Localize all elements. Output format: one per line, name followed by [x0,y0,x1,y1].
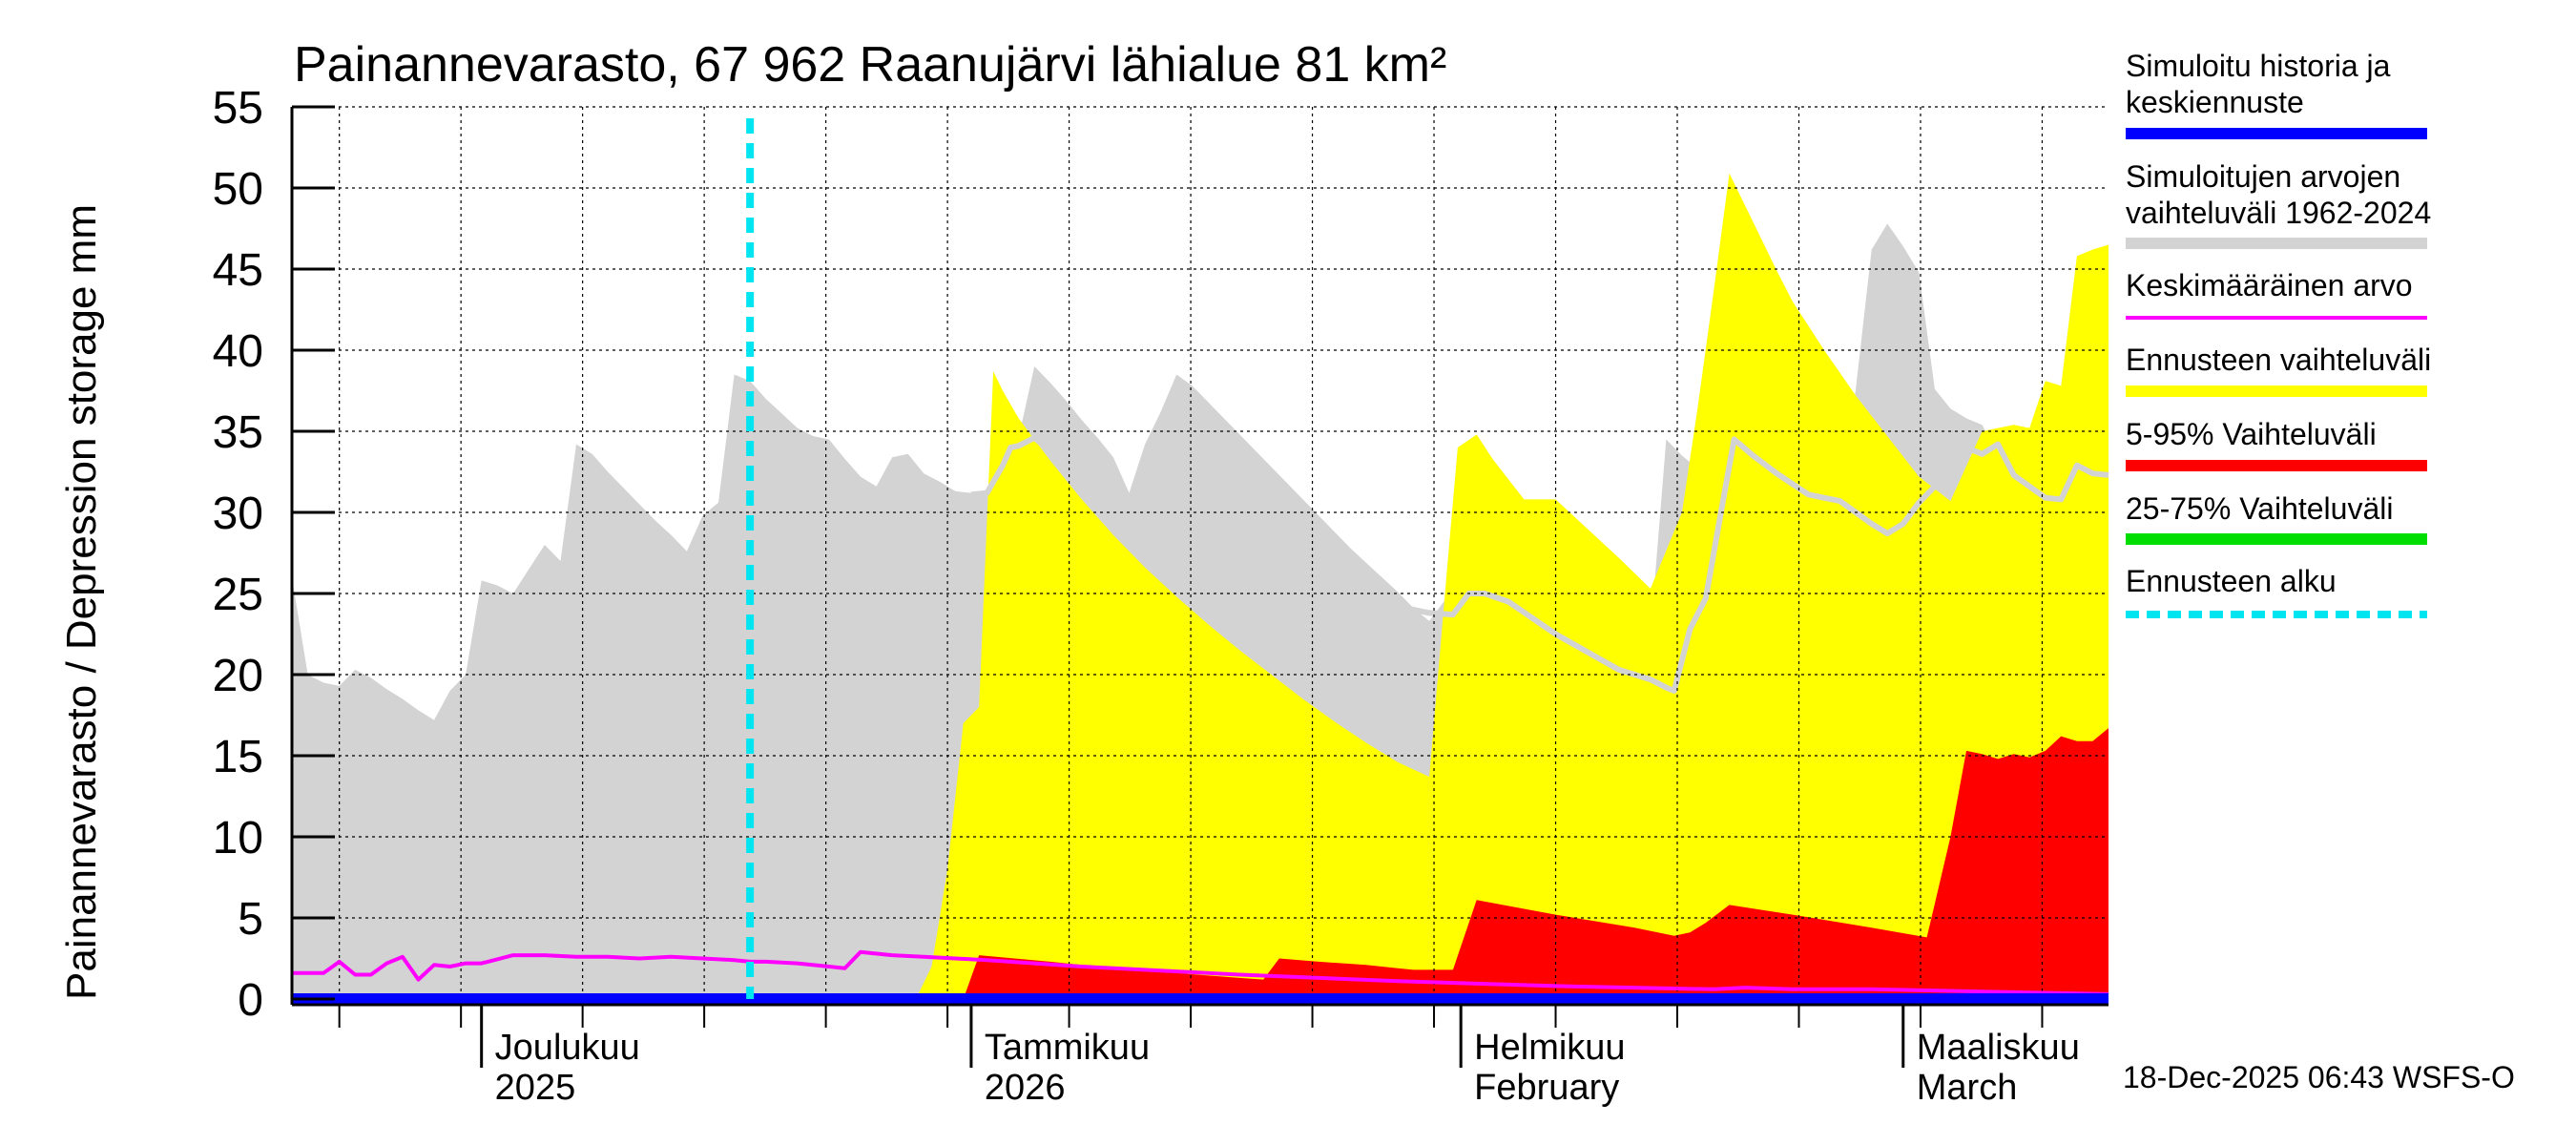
x-year-label: 2026 [985,1068,1066,1108]
y-tick-label: 10 [213,813,263,864]
legend-label: keskiennuste [2126,85,2304,119]
legend: Simuloitu historia jakeskiennusteSimuloi… [2126,49,2431,618]
y-tick-label: 45 [213,245,263,296]
legend-label: 5-95% Vaihteluväli [2126,417,2377,451]
legend-label: Ennusteen vaihteluväli [2126,343,2431,377]
y-tick-label: 40 [213,326,263,377]
plot-area [292,106,2109,1005]
legend-item-p25-75: 25-75% Vaihteluväli [2126,491,2427,545]
y-axis-label: Painannevarasto / Depression storage mm [58,204,105,1000]
y-tick-label: 50 [213,164,263,215]
x-year-label: 2025 [495,1068,576,1108]
legend-item-p5-95: 5-95% Vaihteluväli [2126,417,2427,471]
x-month-label: Joulukuu [495,1028,640,1068]
forecast-median-line [970,434,2109,694]
y-tick-label: 20 [213,651,263,701]
y-tick-label: 55 [213,83,263,134]
gridlines [292,106,2109,999]
y-tick-label: 25 [213,570,263,620]
chart-title: Painannevarasto, 67 962 Raanujärvi lähia… [294,37,1446,93]
legend-label: Simuloitu historia ja [2126,49,2391,83]
x-month-label: Helmikuu [1474,1028,1625,1068]
x-year-label: March [1917,1068,2018,1108]
legend-label: Simuloitujen arvojen [2126,159,2400,194]
mean-line [292,949,2109,996]
p5-95-band [963,728,2109,999]
x-month-label: Tammikuu [985,1028,1150,1068]
legend-item-forecast-range: Ennusteen vaihteluväli [2126,343,2431,397]
y-tick-label: 15 [213,732,263,782]
legend-label: Ennusteen alku [2126,564,2337,598]
axes: 0510152025303540455055Joulukuu2025Tammik… [213,83,2109,1108]
y-tick-label: 0 [238,975,263,1026]
legend-label: vaihteluväli 1962-2024 [2126,196,2431,230]
y-tick-label: 5 [238,894,263,945]
y-tick-label: 35 [213,407,263,458]
legend-label: Keskimääräinen arvo [2126,268,2413,302]
y-tick-label: 30 [213,489,263,539]
x-month-label: Maaliskuu [1917,1028,2080,1068]
forecast-range-band [916,173,2109,999]
legend-item-mean: Keskimääräinen arvo [2126,268,2427,320]
legend-item-forecast-start: Ennusteen alku [2126,564,2427,618]
legend-label: 25-75% Vaihteluväli [2126,491,2393,526]
footer-timestamp: 18-Dec-2025 06:43 WSFS-O [2123,1060,2515,1094]
x-year-label: February [1474,1068,1619,1108]
